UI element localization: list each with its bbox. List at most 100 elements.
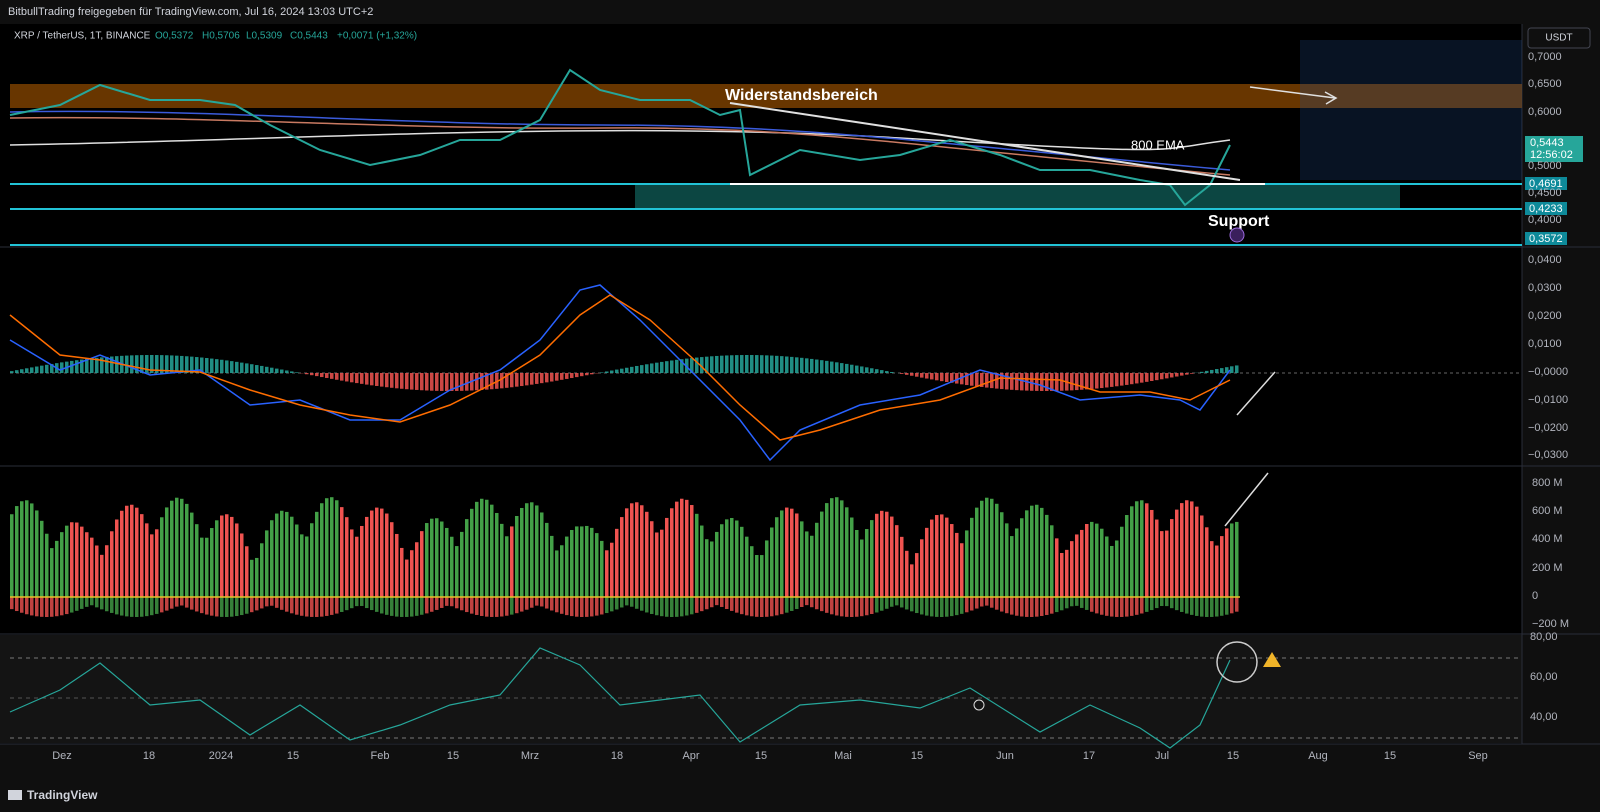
axis-label: 0,0400: [1528, 254, 1562, 266]
macd-bar: [730, 355, 734, 373]
volume-bar: [200, 537, 204, 597]
volume-bar: [325, 597, 329, 616]
volume-bar: [810, 535, 814, 597]
volume-bar: [575, 597, 579, 617]
macd-bar: [520, 373, 524, 387]
macd-bar: [335, 373, 339, 380]
volume-bar: [245, 597, 249, 614]
volume-bar: [1080, 529, 1084, 597]
volume-bar: [1005, 523, 1009, 597]
volume-bar: [1050, 597, 1054, 614]
volume-bar: [1000, 512, 1004, 597]
macd-bar: [770, 355, 774, 373]
volume-bar: [35, 597, 39, 617]
volume-bar: [685, 499, 689, 597]
volume-bar: [630, 503, 634, 597]
volume-bar: [1160, 597, 1164, 607]
macd-bar: [45, 364, 49, 373]
time-label: Feb: [371, 750, 390, 762]
volume-bar: [860, 597, 864, 617]
macd-bar: [250, 364, 254, 373]
macd-bar: [1190, 373, 1194, 374]
macd-bar: [700, 357, 704, 373]
volume-bar: [960, 597, 964, 614]
volume-bar: [970, 517, 974, 597]
volume-bar: [780, 510, 784, 597]
volume-bar: [1205, 597, 1209, 617]
volume-bar: [870, 597, 874, 615]
level-tag: [1525, 202, 1567, 215]
volume-bar: [1080, 597, 1084, 608]
volume-bar: [185, 597, 189, 608]
volume-bar: [1015, 528, 1019, 597]
volume-bar: [80, 597, 84, 609]
volume-bar: [1010, 597, 1014, 615]
volume-bar: [370, 510, 374, 597]
annotation-support: Support: [1208, 213, 1270, 230]
macd-bar: [1220, 368, 1224, 373]
macd-bar: [415, 373, 419, 390]
volume-bar: [855, 529, 859, 597]
macd-bar: [1035, 373, 1039, 391]
volume-bar: [215, 597, 219, 617]
macd-bar: [185, 356, 189, 373]
volume-bar: [515, 516, 519, 597]
volume-bar: [1165, 530, 1169, 597]
volume-bar: [145, 597, 149, 617]
macd-bar: [145, 355, 149, 373]
support-zone: [635, 184, 1400, 209]
macd-bar: [330, 373, 334, 379]
volume-bar: [890, 597, 894, 607]
volume-bar: [430, 597, 434, 612]
rsi-pane: [0, 635, 1522, 743]
macd-bar: [670, 360, 674, 373]
volume-bar: [1230, 523, 1234, 597]
volume-bar: [1045, 514, 1049, 597]
volume-bar: [100, 554, 104, 597]
volume-bar: [375, 507, 379, 597]
macd-bar: [35, 366, 39, 373]
macd-bar: [915, 373, 919, 377]
volume-bar: [90, 537, 94, 597]
currency-button[interactable]: [1527, 27, 1591, 49]
macd-bar: [550, 373, 554, 382]
macd-bar: [1155, 373, 1159, 381]
volume-bar: [525, 597, 529, 610]
volume-bar: [945, 517, 949, 597]
rsi-line: [9, 647, 1231, 749]
volume-bar: [1155, 597, 1159, 609]
change: +0,0071 (+1,32%): [337, 31, 417, 42]
volume-bar: [965, 530, 969, 597]
volume-bar: [1140, 500, 1144, 597]
volume-bar: [560, 597, 564, 614]
volume-bar: [310, 523, 314, 597]
volume-bar: [110, 531, 114, 597]
volume-bar: [730, 597, 734, 611]
axis-label: 0,6500: [1528, 78, 1562, 90]
volume-bar: [10, 514, 14, 597]
volume-bar: [580, 597, 584, 617]
volume-bar: [435, 518, 439, 597]
volume-bar: [800, 521, 804, 597]
volume-bar: [650, 521, 654, 597]
macd-bar: [160, 355, 164, 373]
macd-bar: [320, 373, 324, 378]
volume-bar: [645, 511, 649, 597]
macd-bar: [490, 373, 494, 390]
axis-label: 0,6000: [1528, 106, 1562, 118]
event-icon[interactable]: [1229, 227, 1245, 243]
volume-bar: [670, 508, 674, 597]
axis-label: 0: [1532, 590, 1538, 602]
volume-bar: [1205, 527, 1209, 597]
macd-bar: [285, 370, 289, 373]
macd-bar: [380, 373, 384, 387]
axis-label: −0,0100: [1528, 394, 1568, 406]
macd-bar: [40, 365, 44, 373]
volume-bar: [620, 597, 624, 608]
macd-bar: [425, 373, 429, 391]
volume-bar: [830, 597, 834, 615]
volume-bar: [235, 523, 239, 597]
volume-bar: [540, 597, 544, 607]
volume-bar: [370, 597, 374, 611]
